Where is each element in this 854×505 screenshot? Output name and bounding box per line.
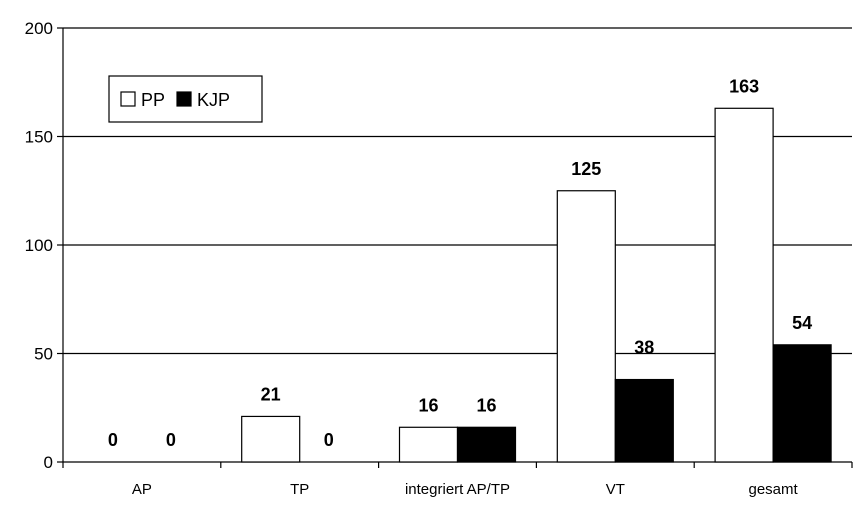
y-tick-label: 200	[25, 19, 53, 38]
data-label: 163	[729, 76, 759, 96]
data-label: 54	[792, 313, 812, 333]
y-tick-label: 150	[25, 128, 53, 147]
bar-kjp	[772, 344, 832, 463]
x-category-label: AP	[132, 481, 152, 498]
bar-kjp	[614, 378, 674, 463]
legend-label-pp: PP	[141, 90, 165, 110]
data-label: 0	[166, 430, 176, 450]
bar-pp	[398, 426, 459, 463]
bar-pp	[714, 107, 774, 463]
y-tick-label: 0	[44, 453, 53, 472]
y-tick-label: 50	[34, 345, 53, 364]
legend-swatch-pp	[120, 91, 136, 107]
y-tick-label: 100	[25, 236, 53, 255]
legend-swatch-kjp	[176, 91, 192, 107]
data-label: 21	[261, 384, 281, 404]
data-label: 16	[476, 395, 496, 415]
x-category-label: gesamt	[748, 481, 798, 498]
data-label: 38	[634, 338, 654, 358]
bar-pp	[556, 190, 616, 463]
x-category-label: integriert AP/TP	[405, 481, 510, 498]
data-label: 16	[418, 395, 438, 415]
bar-kjp	[456, 426, 517, 463]
bar-pp	[241, 415, 301, 463]
data-label: 125	[571, 159, 601, 179]
legend-label-kjp: KJP	[197, 90, 230, 110]
data-label: 0	[324, 430, 334, 450]
x-category-label: TP	[290, 481, 309, 498]
x-category-label: VT	[606, 481, 625, 498]
data-label: 0	[108, 430, 118, 450]
